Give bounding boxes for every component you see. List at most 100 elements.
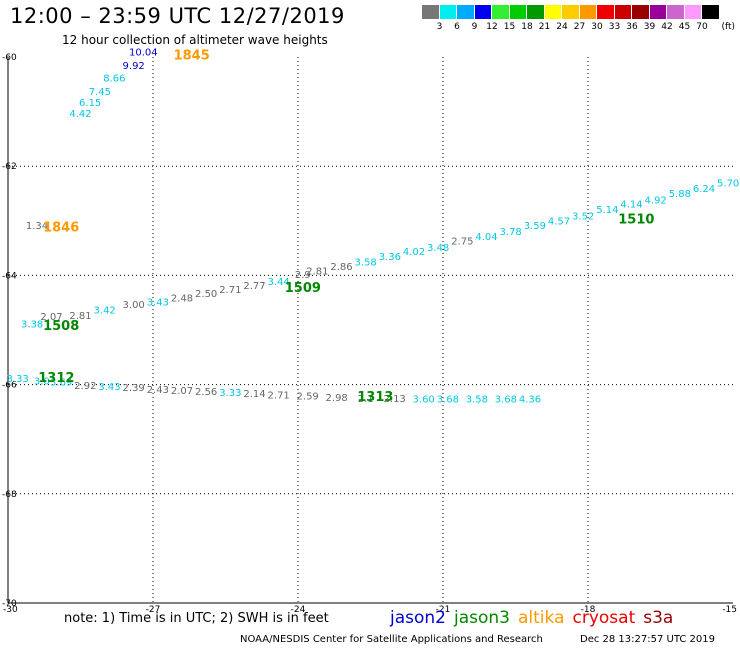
wave-height-label: 5.70	[717, 178, 739, 189]
wave-height-label: 5.14	[596, 205, 618, 216]
wave-height-label: 3.38	[21, 319, 43, 330]
legend-unit: (ft)	[721, 22, 736, 32]
lat-tick-label: -62	[2, 162, 17, 172]
generated-timestamp: Dec 28 13:27:57 UTC 2019	[580, 634, 715, 645]
legend-tick-label: 15	[503, 22, 516, 32]
wave-height-label: 2.39	[123, 383, 145, 394]
wave-height-label: 3.78	[500, 227, 522, 238]
legend-swatch	[492, 5, 510, 19]
wave-height-label: 2.77	[243, 281, 265, 292]
wave-height-label: 3.60	[413, 395, 435, 406]
lat-tick-label: -68	[2, 490, 17, 500]
wave-height-label: 4.14	[620, 200, 642, 211]
legend-swatch	[422, 5, 440, 19]
lon-tick-label: -24	[291, 605, 306, 615]
lon-tick-label: -21	[436, 605, 451, 615]
wave-height-label: 3.33	[219, 388, 241, 399]
wave-height-label: 3.00	[123, 300, 145, 311]
legend-tick-label: 45	[678, 22, 691, 32]
wave-height-label: 6.15	[79, 98, 101, 109]
lat-tick-label: -70	[2, 599, 17, 609]
wave-height-label: 3.68	[495, 395, 517, 406]
wave-height-label: 3.42	[94, 306, 116, 317]
wave-height-label: 2.59	[297, 391, 319, 402]
wave-height-label: 9.92	[123, 61, 145, 72]
legend-tick-label: 21	[538, 22, 551, 32]
wave-height-label: 2.71	[268, 390, 290, 401]
pass-time-label: 1508	[43, 319, 79, 334]
wave-height-label: 2.48	[171, 294, 193, 305]
legend-swatch	[544, 5, 562, 19]
wave-height-label: 3.58	[466, 395, 488, 406]
legend-swatch	[702, 5, 720, 19]
wave-height-label: 2.86	[330, 262, 352, 273]
wave-height-label: 3.69	[50, 378, 72, 389]
legend-tick-label: 36	[626, 22, 638, 32]
wave-height-label: 2.92	[74, 381, 96, 392]
wave-height-label: 3.36	[379, 252, 401, 263]
grid-lines	[7, 57, 733, 604]
wave-height-label: 3.43	[98, 382, 120, 393]
legend-swatch	[684, 5, 702, 19]
legend-swatch	[439, 5, 457, 19]
wave-height-label: 2.71	[219, 285, 241, 296]
legend-swatch	[649, 5, 667, 19]
pass-time-label: 1510	[618, 213, 654, 228]
wave-height-label: 6.24	[693, 184, 715, 195]
satellite-name-s3a: s3a	[643, 608, 674, 628]
legend-swatch	[509, 5, 527, 19]
lon-tick-label: -18	[581, 605, 596, 615]
wave-height-label: 4.02	[403, 247, 425, 258]
wave-height-label: 3.33	[7, 374, 29, 385]
color-scale-legend: 3 6 9 12 15 18 21 24 27 30 33 36 39 42 45 70 (ft)	[422, 5, 735, 38]
axis-labels: -60 -62 -64 -66 -68 -70-30 -27 -24 -21 -18 -15	[2, 53, 737, 615]
wave-height-label: 4.04	[475, 232, 497, 243]
pass-time-label: 1845	[174, 49, 210, 64]
legend-swatch	[457, 5, 475, 19]
satellite-legend: jason2 jason3 altika cryosat s3a	[390, 608, 681, 628]
map-title: 12:00 – 23:59 UTC 12/27/2019	[10, 4, 345, 28]
credit-text: NOAA/NESDIS Center for Satellite Applica…	[240, 634, 543, 645]
wave-height-label: 8.66	[103, 74, 125, 85]
lon-tick-label: -15	[722, 605, 737, 615]
lat-tick-label: -66	[2, 381, 17, 391]
wave-height-label: 2.07	[171, 386, 193, 397]
observation-labels: 4.426.157.45 8.66 9.92 10.04 1.34 3.38 2.07 2.8…	[7, 47, 740, 405]
pass-time-label: 1313	[357, 390, 393, 405]
legend-tick-label: 39	[643, 22, 656, 32]
legend-swatch	[474, 5, 492, 19]
lat-tick-label: -64	[2, 271, 17, 281]
wave-height-label: 10.04	[129, 47, 158, 58]
wave-height-label: 4.42	[69, 109, 91, 120]
lon-tick-label: -27	[146, 605, 161, 615]
legend-swatch	[632, 5, 650, 19]
wave-height-label: 2.56	[195, 387, 217, 398]
wave-height-label: 7.45	[89, 87, 111, 98]
legend-tick-label: 3	[436, 22, 443, 32]
satellite-name-jason2: jason2	[390, 608, 446, 628]
legend-tick-label: 33	[608, 22, 621, 32]
wave-height-label: 5.88	[669, 189, 691, 200]
legend-swatch	[614, 5, 632, 19]
legend-swatch	[579, 5, 597, 19]
legend-tick-label: 9	[471, 22, 478, 32]
lon-tick-label: -30	[3, 605, 18, 615]
satellite-name-cryosat: cryosat	[572, 608, 636, 628]
wave-height-label: 3.0	[34, 377, 50, 388]
wave-height-label: 3.59	[524, 221, 546, 232]
wave-height-label: 2.14	[243, 389, 265, 400]
wave-height-label: 1.34	[26, 221, 48, 232]
wave-height-label: 2.81	[69, 311, 91, 322]
legend-tick-label: 6	[454, 22, 460, 32]
legend-tick-label: 18	[521, 22, 533, 32]
legend-tick-label: 27	[573, 22, 586, 32]
legend-swatch	[667, 5, 685, 19]
pass-time-label: 1312	[38, 371, 74, 386]
map-subtitle: 12 hour collection of altimeter wave hei…	[62, 33, 328, 47]
pass-time-label: 1846	[43, 221, 79, 236]
wave-height-label: 2.9	[295, 270, 311, 281]
wave-height-label: 3.58	[355, 258, 377, 269]
legend-swatch	[562, 5, 580, 19]
wave-height-label: 2.1	[358, 394, 374, 405]
